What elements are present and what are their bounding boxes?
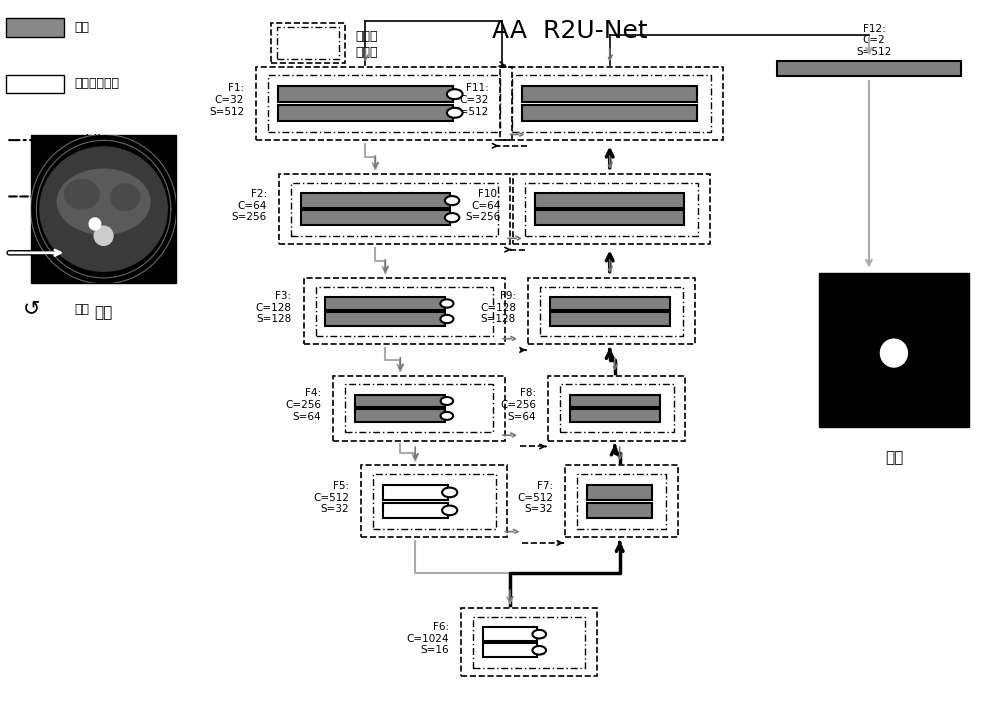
FancyBboxPatch shape <box>535 210 684 225</box>
FancyBboxPatch shape <box>6 18 64 37</box>
Text: F4:
C=256
S=64: F4: C=256 S=64 <box>285 388 321 421</box>
Text: F11:
C=32
S=512: F11: C=32 S=512 <box>453 83 489 117</box>
Text: F9:
C=128
S=128: F9: C=128 S=128 <box>480 291 516 325</box>
Text: F3:
C=128
S=128: F3: C=128 S=128 <box>256 291 292 325</box>
Text: 卷积: 卷积 <box>74 21 89 34</box>
Text: 输入: 输入 <box>94 305 113 320</box>
Text: F8:
C=256
S=64: F8: C=256 S=64 <box>500 388 536 421</box>
Text: 递归: 递归 <box>74 303 89 315</box>
FancyBboxPatch shape <box>31 135 176 283</box>
Ellipse shape <box>532 646 546 655</box>
FancyBboxPatch shape <box>483 643 537 658</box>
Ellipse shape <box>447 89 463 99</box>
FancyBboxPatch shape <box>355 395 445 407</box>
Ellipse shape <box>440 299 453 308</box>
Text: F7:
C=512
S=32: F7: C=512 S=32 <box>517 481 553 515</box>
Ellipse shape <box>447 108 463 118</box>
Ellipse shape <box>441 412 453 420</box>
FancyBboxPatch shape <box>819 272 969 428</box>
Text: 卷积层: 卷积层 <box>355 45 378 59</box>
Text: Additon: Additon <box>74 134 122 146</box>
Ellipse shape <box>441 397 453 405</box>
Text: F10:
C=64
S=256: F10: C=64 S=256 <box>466 189 501 222</box>
Text: F2:
C=64
S=256: F2: C=64 S=256 <box>231 189 267 222</box>
FancyBboxPatch shape <box>535 193 684 208</box>
FancyBboxPatch shape <box>383 484 448 500</box>
Text: F6:
C=1024
S=16: F6: C=1024 S=16 <box>406 622 449 655</box>
FancyBboxPatch shape <box>325 297 445 310</box>
Ellipse shape <box>442 488 457 497</box>
Text: F5:
C=512
S=32: F5: C=512 S=32 <box>313 481 349 515</box>
FancyBboxPatch shape <box>587 503 652 518</box>
Text: ↺: ↺ <box>23 298 40 317</box>
Ellipse shape <box>445 213 459 222</box>
Ellipse shape <box>442 506 457 515</box>
FancyBboxPatch shape <box>301 210 450 225</box>
FancyBboxPatch shape <box>550 297 670 310</box>
FancyBboxPatch shape <box>550 312 670 326</box>
FancyBboxPatch shape <box>383 503 448 518</box>
Text: F1:
C=32
S=512: F1: C=32 S=512 <box>209 83 244 117</box>
Text: 注意增强模块: 注意增强模块 <box>74 77 119 90</box>
FancyBboxPatch shape <box>355 409 445 422</box>
Text: F12:
C=2
S=512: F12: C=2 S=512 <box>856 24 892 57</box>
Ellipse shape <box>532 630 546 638</box>
FancyBboxPatch shape <box>522 105 697 121</box>
FancyBboxPatch shape <box>325 312 445 326</box>
Ellipse shape <box>440 315 453 323</box>
Text: 残差块: 残差块 <box>355 30 378 43</box>
Ellipse shape <box>445 196 459 205</box>
FancyBboxPatch shape <box>777 61 961 76</box>
FancyBboxPatch shape <box>6 75 64 93</box>
Text: 反卷积: 反卷积 <box>74 246 97 259</box>
FancyBboxPatch shape <box>301 193 450 208</box>
FancyBboxPatch shape <box>522 86 697 103</box>
FancyBboxPatch shape <box>570 395 660 407</box>
Text: 输出: 输出 <box>885 450 903 465</box>
FancyBboxPatch shape <box>278 105 453 121</box>
FancyBboxPatch shape <box>278 86 453 103</box>
Text: 跳跃连接: 跳跃连接 <box>74 190 104 203</box>
FancyBboxPatch shape <box>570 409 660 422</box>
FancyBboxPatch shape <box>483 627 537 641</box>
Text: AA  R2U-Net: AA R2U-Net <box>492 19 648 43</box>
FancyBboxPatch shape <box>587 484 652 500</box>
